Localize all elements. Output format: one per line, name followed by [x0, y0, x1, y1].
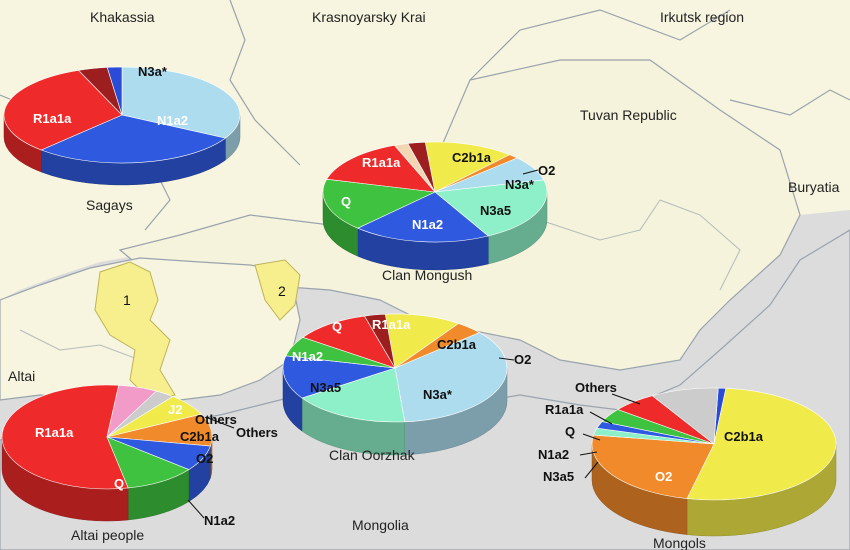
pie-title: Clan Mongush [382, 267, 472, 283]
region-label-tuva: Tuvan Republic [580, 107, 677, 123]
pie-slice [686, 387, 837, 501]
region-labels: Khakassia Krasnoyarsky Krai Irkutsk regi… [8, 9, 840, 533]
pie-slice [106, 436, 190, 489]
pie-chart: Others C2b1a O2 Q R1a1a J2 N1a2 Altai people Oth… [1, 384, 278, 543]
pie-external-label: O2 [538, 163, 555, 178]
pie-slice [434, 179, 548, 237]
pie-slice-label: J2 [168, 402, 182, 417]
internal-border [539, 199, 661, 241]
leader-line [207, 417, 235, 429]
leader-line [522, 169, 539, 175]
pie-title: Mongols [653, 535, 706, 550]
pie-charts: N3a* N1a2 R1a1a Sagays C2b1a N3a* N3a5 N1a2 Q R1a… [1, 64, 837, 550]
pie-slice-label: C2b1a [180, 429, 220, 444]
leader-line [611, 393, 641, 405]
pie-slice-label: N3a* [423, 387, 453, 402]
pie-slice [651, 387, 719, 445]
pie-slice-label: N1a2 [157, 113, 188, 128]
area-2 [254, 259, 301, 321]
pie-external-label: Q [565, 424, 575, 439]
pie-slice-label: N3a5 [480, 203, 511, 218]
pie-external-label: Others [236, 425, 278, 440]
pie-slice [357, 191, 489, 243]
leader-line [187, 499, 205, 519]
pie-slice-label: N3a5 [310, 380, 341, 395]
pie-slice [407, 141, 436, 193]
pie-chart: C2b1a N3a* N3a5 N1a2 Q R1a1a O2 Clan Mongush [322, 141, 555, 283]
pie-slice [106, 66, 123, 116]
pie-slice [121, 66, 241, 139]
leader-line [584, 461, 599, 479]
pie-external-label: R1a1a [545, 402, 584, 417]
pie-slice-label: N3a* [505, 177, 535, 192]
pie-slice-label: Q [114, 476, 124, 491]
pie-slice-label: Q [332, 319, 342, 334]
area-label-1: 1 [123, 292, 131, 308]
region-label-mongolia: Mongolia [352, 517, 409, 533]
leader-line [582, 433, 601, 441]
pie-slice-label: R1a1a [362, 155, 401, 170]
pie-title: Clan Oorzhak [329, 447, 416, 463]
pie-external-label: Others [575, 380, 617, 395]
pie-slice-label: C2b1a [452, 150, 492, 165]
pie-slice [384, 313, 460, 369]
pie-slice-label: Others [195, 412, 237, 427]
pie-slice [364, 313, 396, 369]
leader-line [579, 451, 598, 456]
pie-external-label: N1a2 [538, 447, 569, 462]
pie-slice-label: Q [341, 194, 351, 209]
region-label-khakassia: Khakassia [90, 9, 155, 25]
pie-slice [591, 434, 715, 499]
region-label-irkutsk: Irkutsk region [660, 9, 744, 25]
pie-chart: C2b1a O2 Others R1a1a Q N1a2 N3a5 Mongols [538, 380, 837, 550]
pie-slice [326, 145, 436, 193]
pie-slice [40, 114, 227, 164]
internal-border [469, 9, 731, 81]
pie-title: Sagays [86, 197, 133, 213]
pie-chart: N3a* N1a2 R1a1a Sagays [3, 64, 241, 213]
pie-slice [322, 178, 437, 229]
pie-slice [301, 367, 406, 423]
area-1 [94, 261, 176, 401]
pie-slice-label: R1a1a [35, 425, 74, 440]
pie-slice-label: N1a2 [292, 349, 323, 364]
internal-border [659, 199, 741, 291]
region-label-altai: Altai [8, 368, 35, 384]
pie-slice-label: R1a1a [33, 111, 72, 126]
region-label-krasnoyarsky: Krasnoyarsky Krai [312, 9, 426, 25]
pie-slice-label: C2b1a [437, 337, 477, 352]
pie-slice [394, 332, 508, 423]
area-label-2: 2 [278, 283, 286, 299]
pie-slice [424, 141, 511, 193]
internal-border [229, 0, 301, 166]
pie-slice-label: N1a2 [412, 217, 443, 232]
pie-slice-label: N3a* [138, 64, 168, 79]
leader-line [589, 411, 613, 425]
pie-slice [3, 70, 123, 151]
internal-border [729, 89, 850, 116]
pie-slice-label: R1a1a [372, 317, 411, 332]
pie-title: Altai people [71, 527, 144, 543]
pie-external-label: N1a2 [204, 513, 235, 528]
pie-external-label: N3a5 [543, 469, 574, 484]
internal-border [19, 329, 141, 361]
leader-line [498, 357, 515, 361]
pie-slice-label: O2 [196, 451, 213, 466]
pie-external-label: O2 [514, 352, 531, 367]
pie-chart: C2b1a N3a* N3a5 N1a2 Q R1a1a O2 Clan Oorzhak [282, 313, 531, 463]
pie-slice [282, 355, 396, 399]
pie-slice-label: C2b1a [724, 429, 764, 444]
pie-slice-label: O2 [655, 469, 672, 484]
region-label-buryatia: Buryatia [788, 179, 840, 195]
pie-slice [106, 385, 157, 438]
pie-slice [1, 384, 129, 490]
